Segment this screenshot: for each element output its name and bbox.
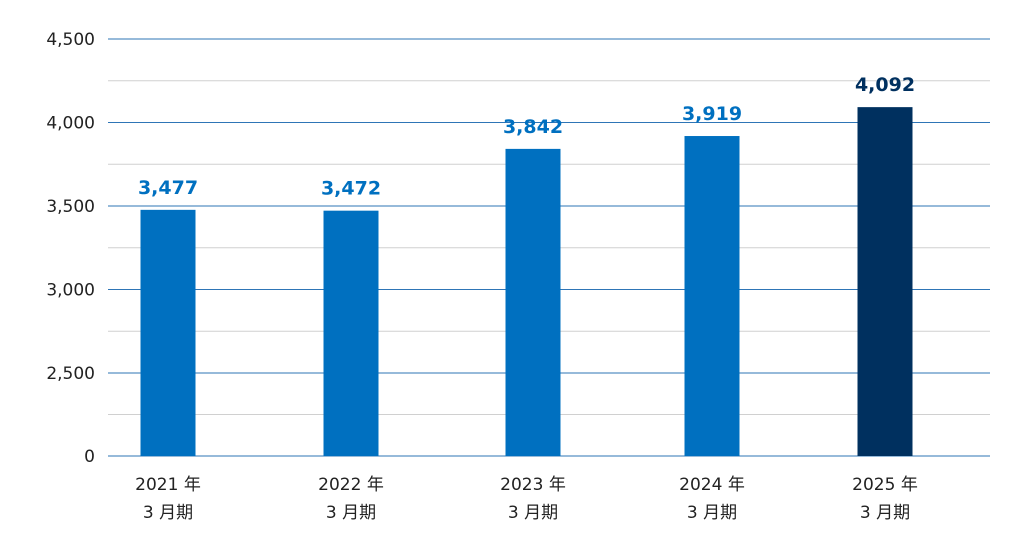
bar-value-label: 4,092 xyxy=(855,74,915,96)
bar xyxy=(684,136,740,457)
bars xyxy=(140,107,913,457)
x-tick-label-year: 2021 年 xyxy=(135,475,201,495)
data-labels: 3,477 3,472 3,842 3,919 4,092 xyxy=(138,74,915,200)
bar-value-label: 3,477 xyxy=(138,177,198,199)
bar-value-label: 3,842 xyxy=(503,116,563,138)
x-axis: 2021 年 3 月期 2022 年 3 月期 2023 年 3 月期 2024 年 3 月期… xyxy=(135,475,918,523)
x-tick-label-period: 3 月期 xyxy=(143,503,193,523)
x-tick-label-year: 2025 年 xyxy=(852,475,918,495)
y-tick-label: 0 xyxy=(84,447,95,467)
bar xyxy=(505,148,561,457)
y-tick-label: 4,500 xyxy=(46,30,95,50)
y-tick-label: 2,500 xyxy=(46,364,95,384)
x-tick-label-period: 3 月期 xyxy=(687,503,737,523)
y-tick-label: 3,000 xyxy=(46,281,95,301)
x-tick-label-year: 2023 年 xyxy=(500,475,566,495)
bar-value-label: 3,472 xyxy=(321,178,381,200)
y-tick-label: 4,000 xyxy=(46,114,95,134)
x-tick-label-period: 3 月期 xyxy=(326,503,376,523)
bar xyxy=(323,210,379,456)
bar-value-label: 3,919 xyxy=(682,103,742,125)
y-tick-label: 3,500 xyxy=(46,197,95,217)
bar xyxy=(857,107,913,457)
x-tick-label-year: 2022 年 xyxy=(318,475,384,495)
bar xyxy=(140,209,196,456)
x-tick-label-period: 3 月期 xyxy=(508,503,558,523)
x-tick-label-period: 3 月期 xyxy=(860,503,910,523)
y-axis: 0 2,500 3,000 3,500 4,000 4,500 xyxy=(46,30,95,467)
x-tick-label-year: 2024 年 xyxy=(679,475,745,495)
